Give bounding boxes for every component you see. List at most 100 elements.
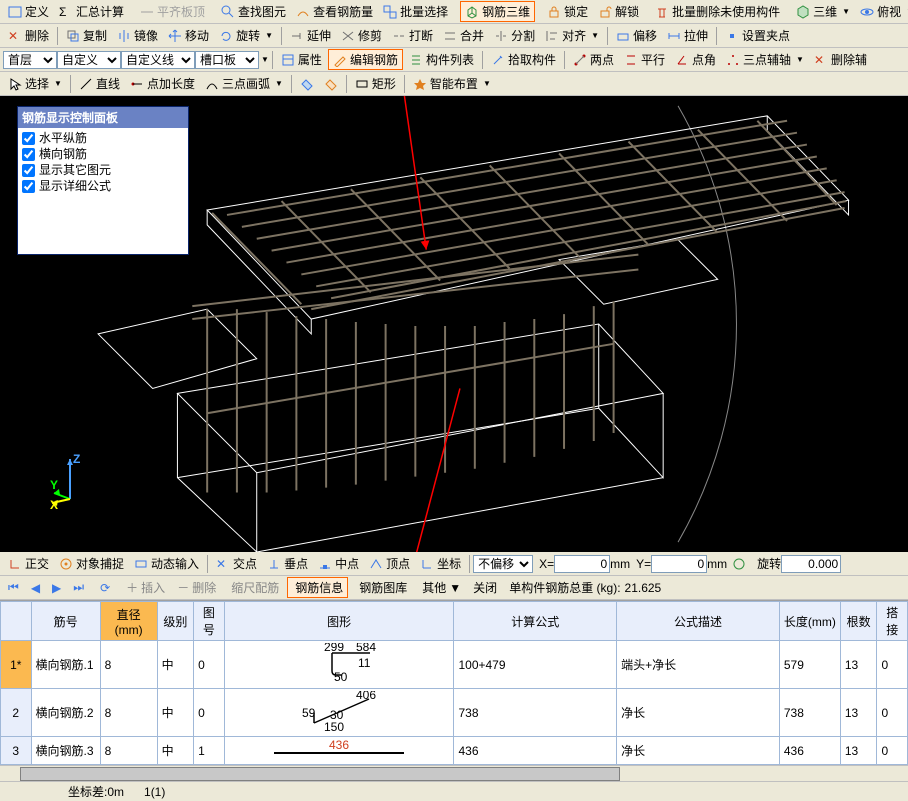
lock-btn[interactable]: 锁定 <box>543 2 592 21</box>
dyn-btn[interactable]: 动态输入 <box>130 554 203 573</box>
mid-btn[interactable]: 中点 <box>314 554 363 573</box>
xpt-btn[interactable]: ✕交点 <box>212 554 261 573</box>
panel-chk-0[interactable]: 水平纵筋 <box>22 130 184 146</box>
offset-mode[interactable]: 不偏移 <box>473 555 533 573</box>
select-tool[interactable]: 选择▼ <box>4 74 66 93</box>
pt-angle-btn[interactable]: 点角 <box>671 50 720 69</box>
col-2[interactable]: 级别 <box>157 602 194 641</box>
trim-btn[interactable]: 修剪 <box>337 26 386 45</box>
merge-btn[interactable]: 合并 <box>439 26 488 45</box>
rotate-btn[interactable]: 旋转▼ <box>215 26 277 45</box>
rebar-lib-btn[interactable]: 钢筋图库 <box>352 578 411 597</box>
rebar-3d-btn[interactable]: 钢筋三维 <box>460 1 535 22</box>
col-6[interactable]: 公式描述 <box>617 602 780 641</box>
rot-input[interactable] <box>781 555 841 573</box>
batch-sel-btn[interactable]: 批量选择 <box>379 2 452 21</box>
apex-icon <box>369 557 383 571</box>
panel-chk-2[interactable]: 显示其它图元 <box>22 162 184 178</box>
fill-b[interactable] <box>320 76 342 92</box>
apex-btn[interactable]: 顶点 <box>365 554 414 573</box>
props-btn[interactable]: 属性 <box>277 50 326 69</box>
col-8[interactable]: 根数 <box>840 602 877 641</box>
table-row[interactable]: 3横向钢筋.38中1436436净长436130 <box>1 737 908 765</box>
arc-tool[interactable]: 三点画弧▼ <box>201 74 287 93</box>
split-btn[interactable]: 分割 <box>490 26 539 45</box>
scale-btn[interactable]: 缩尺配筋 <box>224 578 283 597</box>
move-btn[interactable]: 移动 <box>164 26 213 45</box>
extend-icon <box>290 29 304 43</box>
fill-a[interactable] <box>296 76 318 92</box>
nav-refresh[interactable]: ⟳ <box>96 579 114 597</box>
col-3[interactable]: 图号 <box>194 602 225 641</box>
sum-btn[interactable]: Σ汇总计算 <box>55 2 128 21</box>
nav-last[interactable]: ⏭ <box>69 578 88 597</box>
two-pt-btn[interactable]: 两点 <box>569 50 618 69</box>
slot-select[interactable]: 槽口板 <box>195 51 259 69</box>
row-delete[interactable]: －删除 <box>173 578 220 597</box>
nav-first[interactable]: ⏮ <box>4 578 23 597</box>
svg-text:Y: Y <box>50 478 58 492</box>
define-btn[interactable]: 定义 <box>4 2 53 21</box>
col-9[interactable]: 搭接 <box>877 602 908 641</box>
smart-tool[interactable]: 智能布置▼ <box>409 74 495 93</box>
pick-btn[interactable]: 拾取构件 <box>487 50 560 69</box>
viewport-3d[interactable]: 钢筋显示控制面板 水平纵筋横向钢筋显示其它图元显示详细公式 Z Y X <box>0 96 908 552</box>
panel-chk-3[interactable]: 显示详细公式 <box>22 178 184 194</box>
offset-btn[interactable]: 偏移 <box>612 26 661 45</box>
table-row[interactable]: 1*横向钢筋.18中02995841150100+479端头+净长579130 <box>1 641 908 689</box>
grip-btn[interactable]: 设置夹点 <box>721 26 794 45</box>
rebar-display-panel[interactable]: 钢筋显示控制面板 水平纵筋横向钢筋显示其它图元显示详细公式 <box>17 106 189 255</box>
three-pt-btn[interactable]: 三点辅轴▼ <box>722 50 808 69</box>
floor-select[interactable]: 首层 <box>3 51 57 69</box>
nav-prev[interactable]: ◀ <box>27 579 44 597</box>
compo-list-btn[interactable]: 构件列表 <box>405 50 478 69</box>
batch-del-btn[interactable]: 批量删除未使用构件 <box>651 2 784 21</box>
col-5[interactable]: 计算公式 <box>454 602 617 641</box>
row-insert[interactable]: ＋插入 <box>122 578 169 597</box>
line-tool[interactable]: 直线 <box>75 74 124 93</box>
bucket2-icon <box>324 77 338 91</box>
table-row[interactable]: 2横向钢筋.28中04065930150738净长738130 <box>1 689 908 737</box>
other-btn[interactable]: 其他▼ <box>415 578 465 597</box>
customline-select[interactable]: 自定义线 <box>121 51 195 69</box>
nav-next[interactable]: ▶ <box>48 579 65 597</box>
col-1[interactable]: 直径(mm) <box>100 602 157 641</box>
view3d-icon <box>796 5 810 19</box>
col-0[interactable]: 筋号 <box>31 602 100 641</box>
parallel-btn[interactable]: 平行 <box>620 50 669 69</box>
extend-btn[interactable]: 延伸 <box>286 26 335 45</box>
ortho-btn[interactable]: 正交 <box>4 554 53 573</box>
view-rebar-btn[interactable]: 查看钢筋量 <box>292 2 377 21</box>
view3d-btn[interactable]: 三维▼ <box>792 2 854 21</box>
rebar-table[interactable]: 筋号直径(mm)级别图号图形计算公式公式描述长度(mm)根数搭接1*横向钢筋.1… <box>0 601 908 765</box>
unlock-btn[interactable]: 解锁 <box>594 2 643 21</box>
custom-select[interactable]: 自定义 <box>57 51 121 69</box>
unlock-icon <box>598 5 612 19</box>
align-btn[interactable]: 对齐▼ <box>541 26 603 45</box>
mirror-btn[interactable]: 镜像 <box>113 26 162 45</box>
find-btn[interactable]: 查找图元 <box>217 2 290 21</box>
base-btn[interactable]: 坐标 <box>416 554 465 573</box>
h-scrollbar[interactable] <box>0 765 908 781</box>
persp-btn[interactable]: 俯视▼ <box>856 2 908 21</box>
col-7[interactable]: 长度(mm) <box>779 602 840 641</box>
parallel-icon <box>624 53 638 67</box>
rect-tool[interactable]: 矩形 <box>351 74 400 93</box>
copy-btn[interactable]: 复制 <box>62 26 111 45</box>
x-input[interactable] <box>554 555 610 573</box>
apply-xy[interactable] <box>728 556 750 572</box>
close-btn[interactable]: 关闭 <box>469 578 501 597</box>
ptlen-tool[interactable]: 点加长度 <box>126 74 199 93</box>
rebar-info-btn[interactable]: 钢筋信息 <box>287 577 348 598</box>
panel-chk-1[interactable]: 横向钢筋 <box>22 146 184 162</box>
perp-btn[interactable]: 垂点 <box>263 554 312 573</box>
level-btn[interactable]: 平齐板顶 <box>136 2 209 21</box>
del-aux-btn[interactable]: ✕删除辅 <box>810 50 871 69</box>
edit-rebar-btn[interactable]: 编辑钢筋 <box>328 49 403 70</box>
y-input[interactable] <box>651 555 707 573</box>
delete-btn[interactable]: ✕删除 <box>4 26 53 45</box>
break-btn[interactable]: 打断 <box>388 26 437 45</box>
snap-btn[interactable]: 对象捕捉 <box>55 554 128 573</box>
col-4[interactable]: 图形 <box>224 602 454 641</box>
stretch-btn[interactable]: 拉伸 <box>663 26 712 45</box>
